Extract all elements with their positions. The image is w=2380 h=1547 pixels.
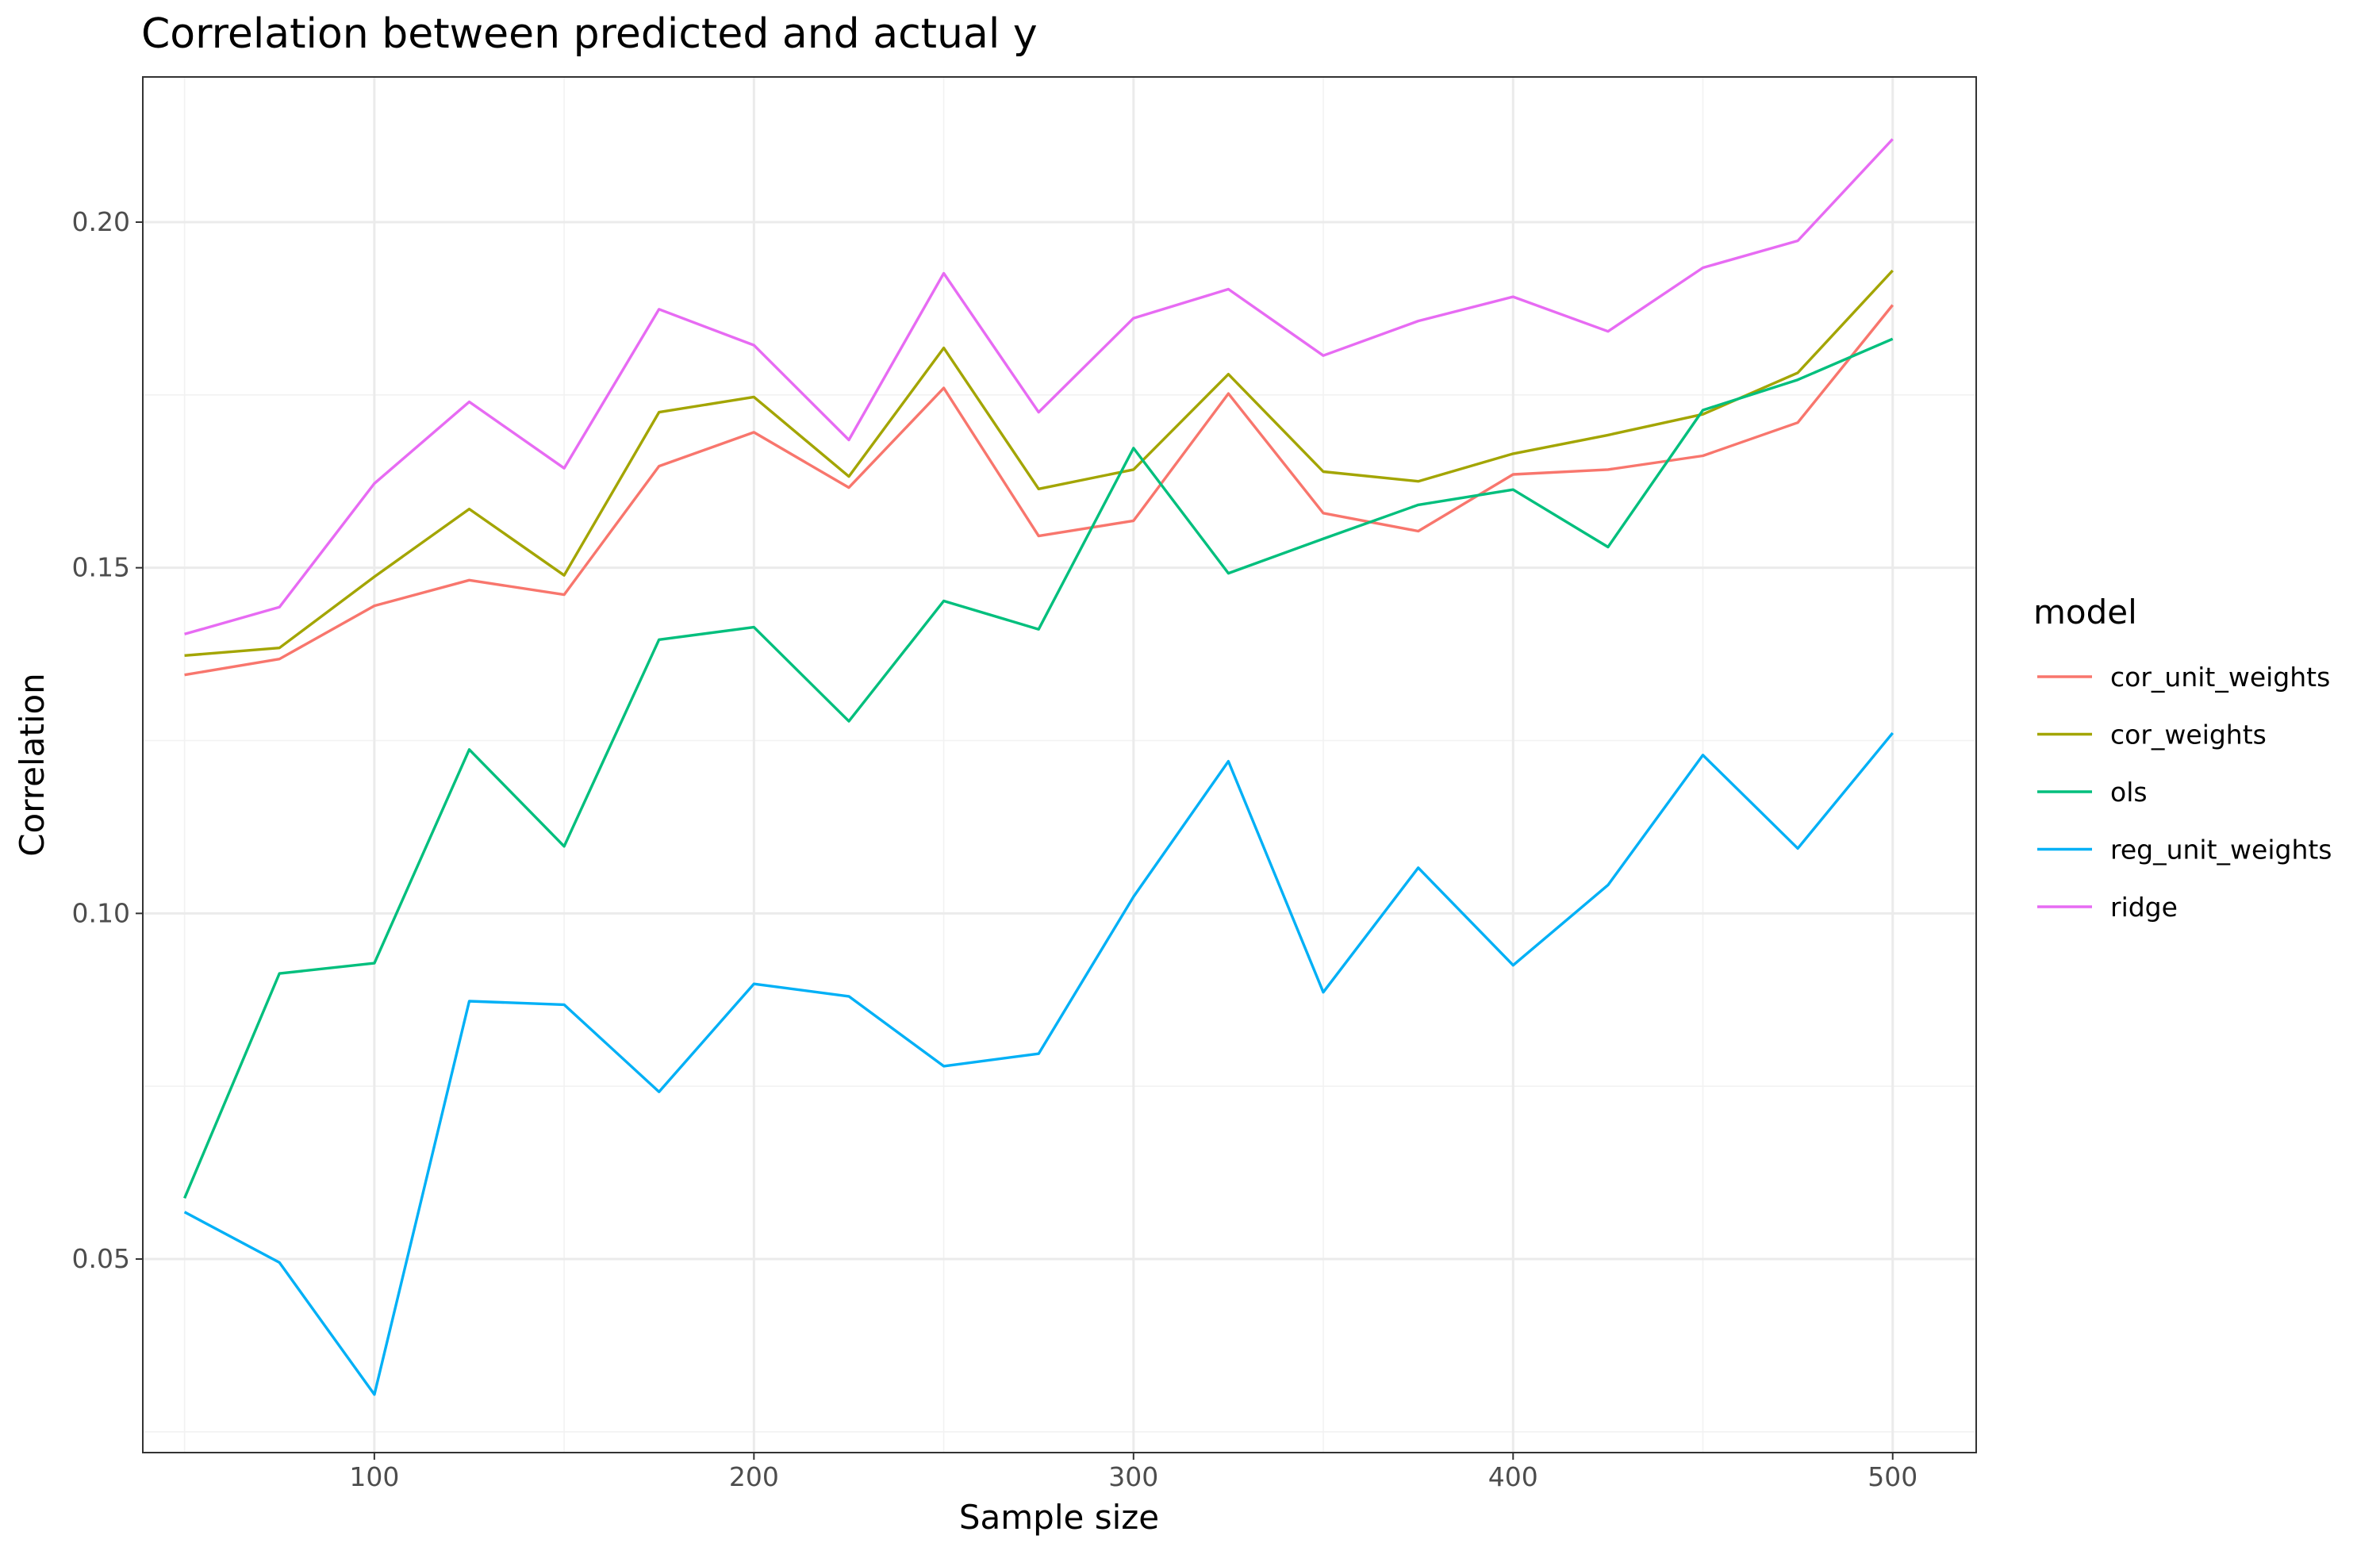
series-line-cor-unit-weights [184, 304, 1894, 677]
x-tick-label: 500 [1868, 1461, 1917, 1492]
series-lines [183, 138, 1894, 1396]
y-tick-label: 0.20 [72, 206, 130, 237]
legend-item-ridge: ridge [2037, 892, 2178, 923]
series-line-ridge [184, 138, 1894, 635]
legend-item-reg-unit-weights: reg_unit_weights [2037, 835, 2332, 866]
x-tick-label: 200 [729, 1461, 779, 1492]
x-tick-label: 400 [1488, 1461, 1538, 1492]
legend-label: ols [2110, 777, 2148, 808]
y-axis-title: Correlation [13, 673, 52, 857]
legend-label: cor_weights [2110, 720, 2267, 750]
chart-title: Correlation between predicted and actual… [141, 10, 1038, 58]
series-line-ols [183, 337, 1894, 1199]
series-line-cor-weights [184, 269, 1894, 657]
x-axis-title: Sample size [959, 1498, 1159, 1537]
legend-title: model [2033, 593, 2137, 631]
x-axis: 100 200 300 400 500 [349, 1453, 1917, 1492]
panel-background [143, 77, 1976, 1453]
y-axis: 0.05 0.10 0.15 0.20 [72, 206, 143, 1274]
legend-item-cor-weights: cor_weights [2037, 720, 2267, 750]
panel-border [142, 76, 1977, 1453]
x-tick-label: 100 [349, 1461, 399, 1492]
y-tick-label: 0.05 [72, 1243, 130, 1274]
series-line-reg-unit-weights [183, 731, 1894, 1396]
legend-item-cor-unit-weights: cor_unit_weights [2037, 662, 2330, 693]
y-tick-label: 0.10 [72, 897, 130, 928]
legend-label: ridge [2110, 892, 2178, 923]
plot-panel [142, 76, 1977, 1453]
grid [143, 77, 1976, 1453]
y-tick-label: 0.15 [72, 552, 130, 583]
legend-label: reg_unit_weights [2110, 835, 2332, 866]
legend-label: cor_unit_weights [2110, 662, 2330, 693]
x-tick-label: 300 [1108, 1461, 1158, 1492]
legend-item-ols: ols [2037, 777, 2148, 808]
